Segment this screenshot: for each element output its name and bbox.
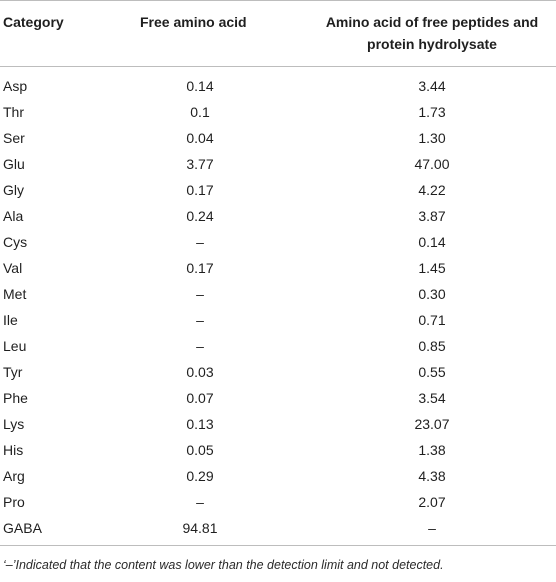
row-free-amino-acid-cell: 94.81 <box>112 515 308 546</box>
row-peptide-amino-acid-cell: 0.71 <box>418 312 446 328</box>
row-category-cell: Tyr <box>3 364 23 380</box>
row-peptide-amino-acid-cell: 1.45 <box>418 260 446 276</box>
row-free-amino-acid-cell: 0.05 <box>186 442 214 458</box>
table-row: Cys – 0.14 <box>0 229 556 255</box>
row-category-cell: Thr <box>3 104 24 120</box>
row-peptide-amino-acid-cell: 1.30 <box>418 130 446 146</box>
row-category-cell: Arg <box>3 468 25 484</box>
row-free-amino-acid-cell: 0.17 <box>186 182 214 198</box>
table-row: Phe 0.07 3.54 <box>0 385 556 411</box>
header-peptide-amino-acid: Amino acid of free peptides and protein … <box>308 0 556 67</box>
row-category-cell: Asp <box>3 78 28 94</box>
table-row: Asp 0.14 3.44 <box>0 67 556 100</box>
table-row: Ile – 0.71 <box>0 307 556 333</box>
row-category-cell: His <box>3 442 24 458</box>
row-peptide-amino-acid-cell: 4.22 <box>418 182 446 198</box>
row-category-cell: Ser <box>3 130 25 146</box>
row-free-amino-acid-cell: 0.03 <box>186 364 214 380</box>
row-free-amino-acid-cell: 0.29 <box>186 468 214 484</box>
row-peptide-amino-acid-cell: 23.07 <box>414 416 450 432</box>
row-category-cell: Cys <box>3 234 28 250</box>
row-category-cell: Met <box>3 286 27 302</box>
row-peptide-amino-acid-cell: 1.73 <box>418 104 446 120</box>
table-row: Ala 0.24 3.87 <box>0 203 556 229</box>
row-free-amino-acid-cell: 0.04 <box>186 130 214 146</box>
row-free-amino-acid-cell: 0.24 <box>186 208 214 224</box>
table-row: His 0.05 1.38 <box>0 437 556 463</box>
row-free-amino-acid-cell: – <box>196 338 204 354</box>
table-row: GABA 94.81– <box>0 515 556 546</box>
row-peptide-amino-acid-cell: 0.85 <box>418 338 446 354</box>
row-category-cell: Val <box>3 260 23 276</box>
table-row: Met – 0.30 <box>0 281 556 307</box>
row-peptide-amino-acid-cell: 47.00 <box>414 156 450 172</box>
header-free-amino-acid: Free amino acid <box>112 0 308 67</box>
row-free-amino-acid-cell: 0.1 <box>190 104 210 120</box>
row-peptide-amino-acid-cell: 3.54 <box>418 390 446 406</box>
row-category-cell: Pro <box>3 494 25 510</box>
header-row: Category Free amino acid Amino acid of f… <box>0 0 556 67</box>
table-footnote: ‘–’Indicated that the content was lower … <box>3 558 444 572</box>
row-free-amino-acid-cell: 0.14 <box>186 78 214 94</box>
table-row: Ser 0.04 1.30 <box>0 125 556 151</box>
row-free-amino-acid-cell: 3.77 <box>186 156 214 172</box>
table-row: Gly 0.17 4.22 <box>0 177 556 203</box>
table-row: Tyr 0.03 0.55 <box>0 359 556 385</box>
table-row: Val 0.17 1.45 <box>0 255 556 281</box>
header-category: Category <box>0 0 112 67</box>
row-category-cell: Gly <box>3 182 24 198</box>
row-free-amino-acid-cell: – <box>196 234 204 250</box>
row-category-cell: Lys <box>3 416 25 432</box>
table-row: Arg 0.29 4.38 <box>0 463 556 489</box>
amino-acid-table: Category Free amino acid Amino acid of f… <box>0 0 556 546</box>
row-peptide-amino-acid-cell: 3.44 <box>418 78 446 94</box>
table-row: Leu – 0.85 <box>0 333 556 359</box>
row-peptide-amino-acid-cell: 1.38 <box>418 442 446 458</box>
row-peptide-amino-acid-cell: – <box>308 515 556 546</box>
row-category-cell: Ala <box>3 208 24 224</box>
row-category-cell: Glu <box>3 156 25 172</box>
table-row: Glu 3.77 47.00 <box>0 151 556 177</box>
row-category-cell: Leu <box>3 338 27 354</box>
row-peptide-amino-acid-cell: 4.38 <box>418 468 446 484</box>
row-free-amino-acid-cell: 0.13 <box>186 416 214 432</box>
row-category-cell: Ile <box>3 312 18 328</box>
table-header: Category Free amino acid Amino acid of f… <box>0 0 556 67</box>
row-category-cell: Phe <box>3 390 28 406</box>
table-body: Asp 0.14 3.44 Thr 0.1 1.73 Ser 0.04 1.30 Glu 3.77 4… <box>0 67 556 546</box>
row-free-amino-acid-cell: – <box>196 286 204 302</box>
row-peptide-amino-acid-cell: 0.30 <box>418 286 446 302</box>
row-free-amino-acid-cell: 0.07 <box>186 390 214 406</box>
row-free-amino-acid-cell: – <box>196 494 204 510</box>
row-peptide-amino-acid-cell: 0.14 <box>418 234 446 250</box>
row-free-amino-acid-cell: – <box>196 312 204 328</box>
row-peptide-amino-acid-cell: 3.87 <box>418 208 446 224</box>
table-row: Thr 0.1 1.73 <box>0 99 556 125</box>
row-free-amino-acid-cell: 0.17 <box>186 260 214 276</box>
row-category-cell: GABA <box>0 515 112 546</box>
row-peptide-amino-acid-cell: 2.07 <box>418 494 446 510</box>
table-row: Lys 0.13 23.07 <box>0 411 556 437</box>
table-row: Pro – 2.07 <box>0 489 556 515</box>
row-peptide-amino-acid-cell: 0.55 <box>418 364 446 380</box>
